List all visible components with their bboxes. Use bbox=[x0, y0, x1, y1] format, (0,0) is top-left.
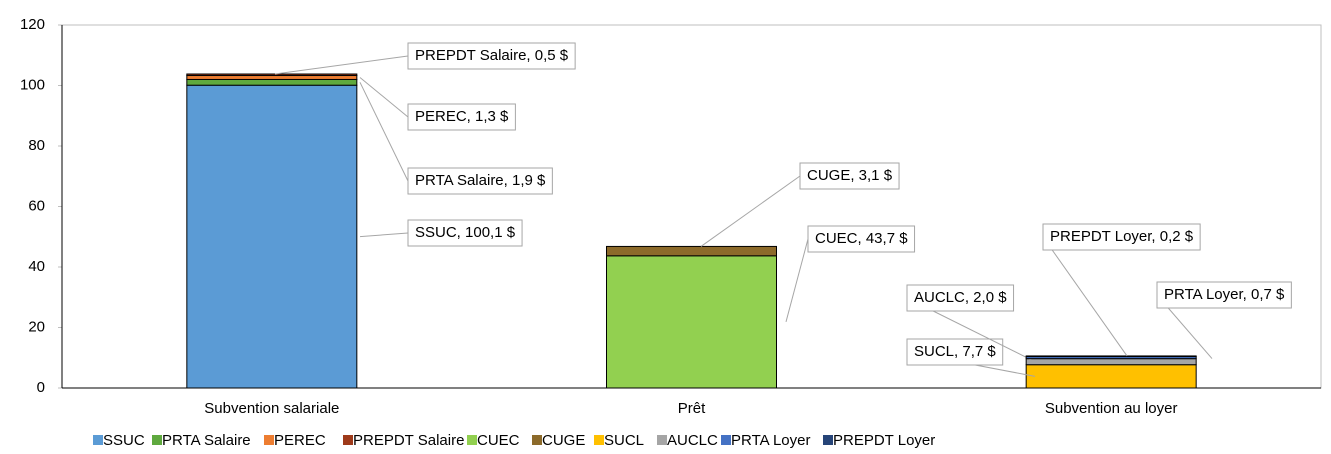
data-label: SUCL, 7,7 $ bbox=[914, 343, 996, 360]
legend-swatch bbox=[152, 435, 162, 445]
leader-line bbox=[359, 82, 409, 182]
label-box bbox=[407, 219, 523, 247]
legend-label: PRTA Salaire bbox=[162, 432, 251, 449]
legend-swatch bbox=[823, 435, 833, 445]
data-label: AUCLC, 2,0 $ bbox=[914, 289, 1007, 306]
bar-segment bbox=[186, 78, 358, 86]
y-tick-label: 80 bbox=[28, 137, 45, 154]
bar-segment bbox=[1025, 358, 1197, 366]
leader-line bbox=[785, 238, 809, 323]
y-tick-label: 0 bbox=[37, 379, 45, 396]
data-label: PRTA Loyer, 0,7 $ bbox=[1164, 286, 1285, 303]
bar-segment bbox=[606, 245, 777, 257]
label-box bbox=[407, 167, 553, 195]
legend-label: CUEC bbox=[477, 432, 520, 449]
bar-segment bbox=[1025, 355, 1197, 358]
label-box bbox=[407, 42, 576, 70]
legend-swatch bbox=[93, 435, 103, 445]
bar-segment bbox=[186, 75, 358, 80]
legend-label: CUGE bbox=[542, 432, 585, 449]
label-box bbox=[407, 103, 516, 131]
data-label: PRTA Salaire, 1,9 $ bbox=[415, 172, 546, 189]
y-tick-label: 120 bbox=[20, 16, 45, 33]
x-tick-label: Prêt bbox=[678, 400, 706, 417]
y-tick-label: 40 bbox=[28, 258, 45, 275]
data-label: PEREC, 1,3 $ bbox=[415, 108, 509, 125]
label-box bbox=[1156, 281, 1292, 309]
leader-line bbox=[274, 55, 409, 75]
bar-segment bbox=[186, 73, 358, 77]
bar-segment bbox=[1025, 364, 1197, 389]
legend-label: PEREC bbox=[274, 432, 326, 449]
legend-swatch bbox=[264, 435, 274, 445]
label-box bbox=[799, 162, 900, 190]
data-label: CUEC, 43,7 $ bbox=[815, 230, 908, 247]
legend-label: PREPDT Loyer bbox=[833, 432, 935, 449]
data-label: CUGE, 3,1 $ bbox=[807, 167, 893, 184]
label-box bbox=[807, 225, 916, 253]
data-label: PREPDT Loyer, 0,2 $ bbox=[1050, 228, 1194, 245]
legend-swatch bbox=[532, 435, 542, 445]
bar-segment bbox=[186, 84, 358, 389]
y-tick-label: 60 bbox=[28, 197, 45, 214]
label-box bbox=[1042, 223, 1201, 251]
leader-line bbox=[359, 77, 409, 118]
label-box bbox=[906, 338, 1004, 366]
legend-swatch bbox=[657, 435, 667, 445]
data-label: PREPDT Salaire, 0,5 $ bbox=[415, 47, 569, 64]
label-box bbox=[906, 284, 1015, 312]
data-label: SSUC, 100,1 $ bbox=[415, 224, 516, 241]
leader-line bbox=[1042, 236, 1128, 357]
leader-line bbox=[700, 175, 801, 247]
leader-line bbox=[359, 232, 409, 238]
legend-label: SSUC bbox=[103, 432, 145, 449]
legend-label: PRTA Loyer bbox=[731, 432, 810, 449]
y-tick-label: 100 bbox=[20, 76, 45, 93]
legend-swatch bbox=[343, 435, 353, 445]
legend-swatch bbox=[594, 435, 604, 445]
legend-label: SUCL bbox=[604, 432, 644, 449]
legend-label: PREPDT Salaire bbox=[353, 432, 464, 449]
x-tick-label: Subvention au loyer bbox=[1045, 400, 1178, 417]
legend-swatch bbox=[467, 435, 477, 445]
x-tick-label: Subvention salariale bbox=[204, 400, 339, 417]
legend-swatch bbox=[721, 435, 731, 445]
y-tick-label: 20 bbox=[28, 318, 45, 335]
legend-label: AUCLC bbox=[667, 432, 718, 449]
bar-segment bbox=[606, 255, 777, 389]
